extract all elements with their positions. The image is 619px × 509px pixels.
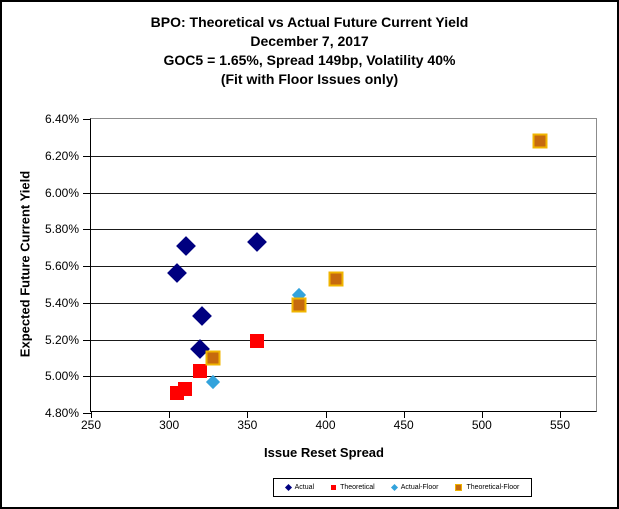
y-tick-label: 5.20% <box>44 332 79 347</box>
y-tick-label: 5.40% <box>44 295 79 310</box>
data-point-actual <box>192 305 212 326</box>
y-tick-label: 5.60% <box>44 259 79 273</box>
y-axis-tick <box>83 339 91 341</box>
y-tick-label: 6.40% <box>44 112 79 126</box>
x-tick-label: 550 <box>549 418 571 432</box>
y-tick-label: 5.80% <box>44 222 79 237</box>
gridline <box>91 302 596 304</box>
legend-item-actual: Actual <box>284 483 315 492</box>
x-axis-tick <box>560 411 561 418</box>
y-axis-tick <box>83 229 91 231</box>
x-axis-tick <box>403 411 405 418</box>
data-point-actual <box>176 235 197 256</box>
x-axis-tick <box>169 411 171 418</box>
gridline <box>91 339 596 341</box>
data-point-theoretical <box>177 382 192 397</box>
legend-item-theoretical: Theoretical <box>331 484 375 491</box>
x-axis-title: Issue Reset Spread <box>264 445 384 460</box>
gridline <box>91 192 596 194</box>
gridline <box>91 266 596 267</box>
y-axis-tick <box>83 302 91 304</box>
x-tick-label: 500 <box>471 418 492 432</box>
legend-label: Actual <box>294 484 315 491</box>
y-axis-tick <box>83 119 91 120</box>
legend: Actual Theoretical Actual-Floor Theoretical… <box>273 478 532 497</box>
y-tick-label: 4.80% <box>44 406 79 420</box>
chart-subtitle-params: GOC5 = 1.65%, Spread 149bp, Volatility 4… <box>163 52 456 68</box>
y-axis-tick <box>83 192 91 194</box>
legend-label: Theoretical-Floor <box>466 484 520 491</box>
legend-item-actual-floor: Actual-Floor <box>390 483 439 492</box>
y-tick-label: 6.20% <box>44 148 79 163</box>
y-axis-title: Expected Future Current Yield <box>17 170 33 358</box>
x-axis-tick <box>91 411 92 418</box>
legend-marker-actual-floor <box>390 483 398 492</box>
gridline <box>91 229 596 231</box>
x-axis-tick <box>247 411 249 418</box>
x-tick-label: 300 <box>159 418 180 432</box>
legend-marker-theoretical-floor <box>455 484 463 491</box>
chart-subtitle-date: December 7, 2017 <box>250 33 369 49</box>
x-tick-label: 450 <box>393 418 414 432</box>
y-tick-label: 6.00% <box>44 185 79 200</box>
data-point-theoretical <box>249 334 264 349</box>
legend-label: Theoretical <box>340 484 375 491</box>
legend-marker-theoretical <box>331 485 337 490</box>
chart-header: BPO: Theoretical vs Actual Future Curren… <box>2 13 617 89</box>
data-point-theoretical-floor <box>205 350 221 366</box>
y-axis-tick <box>83 376 91 378</box>
x-axis-tick <box>481 411 483 418</box>
legend-label: Actual-Floor <box>400 484 439 491</box>
y-tick-label: 5.00% <box>44 369 79 384</box>
legend-marker-actual <box>284 483 292 492</box>
y-axis-tick <box>83 266 91 267</box>
data-point-theoretical-floor <box>291 297 307 313</box>
x-tick-label: 250 <box>80 418 102 432</box>
data-point-theoretical <box>193 363 208 378</box>
plot-area: 6.40% 6.20% 6.00% 5.80% 5.60% 5.40% 5.20% 5.00%… <box>45 112 597 432</box>
x-axis-tick <box>325 411 327 418</box>
y-axis-tick <box>83 413 91 414</box>
data-point-theoretical-floor <box>532 133 548 149</box>
data-point-theoretical-floor <box>328 271 344 287</box>
y-axis-tick <box>83 155 91 157</box>
gridline <box>91 376 596 378</box>
chart-subtitle-note: (Fit with Floor Issues only) <box>220 71 399 87</box>
x-tick-label: 350 <box>237 418 258 432</box>
data-point-actual <box>246 232 267 253</box>
chart-title: BPO: Theoretical vs Actual Future Curren… <box>150 14 469 30</box>
gridline <box>91 155 596 157</box>
x-tick-label: 400 <box>315 418 336 432</box>
legend-item-theoretical-floor: Theoretical-Floor <box>455 484 519 491</box>
